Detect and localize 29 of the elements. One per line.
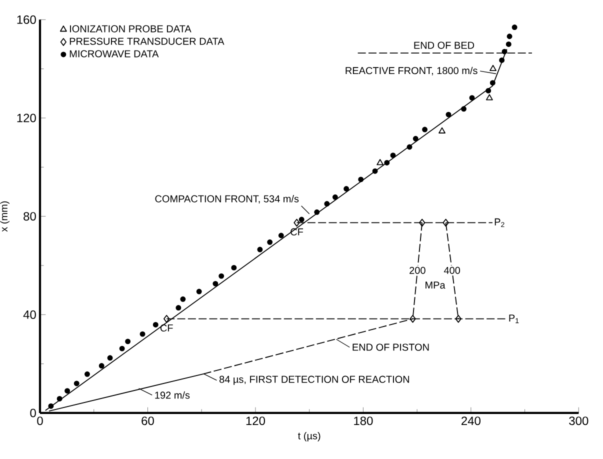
y-tick-label: 160: [17, 15, 36, 24]
annotation: 200: [410, 266, 426, 274]
series-label: P$_{1}$: [509, 314, 519, 324]
annotation: END OF BED: [414, 42, 474, 49]
legend-label: MICROWAVE DATA: [70, 50, 159, 58]
x-axis-title: t (µs): [298, 432, 320, 442]
x-tick-label: 120: [246, 416, 266, 426]
x-tick-label: 300: [569, 416, 588, 426]
x-tick-label: 180: [354, 416, 373, 426]
annotation: REACTIVE FRONT, 1800 m/s: [346, 66, 478, 76]
annotation: MPa: [426, 282, 446, 289]
x-tick-label: 240: [462, 416, 480, 426]
annotation: CF: [160, 324, 173, 332]
y-tick-label: 120: [17, 114, 36, 122]
series-label: P$_{2}$: [494, 218, 504, 227]
annotation: 400: [444, 266, 460, 274]
x-tick-label: 60: [142, 416, 154, 426]
legend-label: PRESSURE TRANSDUCER DATA: [70, 38, 224, 45]
y-axis-title: x (mm): [0, 201, 10, 232]
annotation: CF: [290, 228, 304, 236]
annotation: 192 m/s: [155, 391, 190, 399]
annotation: 84 µs, FIRST DETECTION OF REACTION: [220, 376, 410, 385]
legend-label: IONIZATION PROBE DATA: [70, 25, 192, 32]
y-tick-label: 80: [24, 212, 36, 221]
annotation: COMPACTION FRONT, 534 m/s: [155, 195, 299, 204]
x-tick-label: 0: [37, 416, 43, 426]
y-tick-label: 0: [30, 408, 36, 418]
annotation: END OF PISTON: [352, 344, 429, 351]
y-tick-label: 40: [23, 310, 36, 319]
